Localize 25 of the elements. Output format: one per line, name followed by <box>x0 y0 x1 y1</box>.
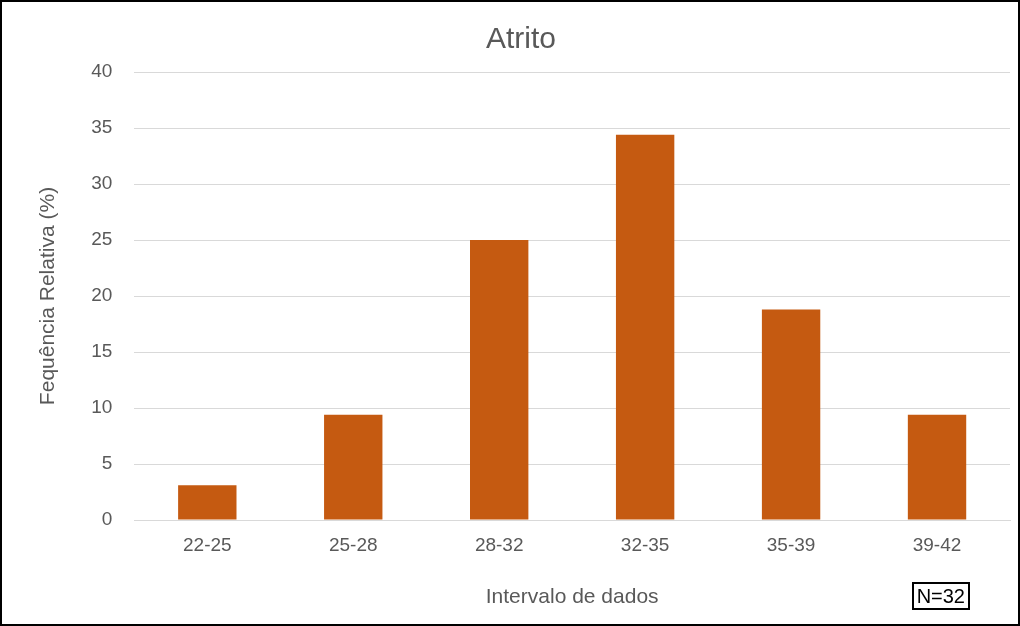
y-tick-label: 15 <box>91 340 113 362</box>
y-tick-label: 10 <box>91 396 113 418</box>
bar <box>615 134 675 520</box>
chart-title: Atrito <box>485 21 557 55</box>
bar <box>470 240 529 520</box>
y-tick-label: 35 <box>91 116 113 138</box>
text: N=32 <box>911 582 970 610</box>
y-axis-title: Fequência Relativa (%) <box>35 186 59 406</box>
y-tick-label: 25 <box>91 228 113 250</box>
x-tick-label: 22-25 <box>183 533 232 555</box>
y-tick-label: 5 <box>101 452 113 474</box>
x-tick-label: 35-39 <box>766 533 816 555</box>
x-tick-label: 28-32 <box>474 533 524 555</box>
y-tick-label: 30 <box>91 172 113 194</box>
bar <box>761 309 821 520</box>
bar <box>907 414 967 520</box>
bar <box>324 414 383 520</box>
x-tick-label: 39-42 <box>912 533 962 555</box>
y-tick-label: 40 <box>91 60 113 82</box>
y-tick-label: 0 <box>101 508 113 530</box>
bar <box>178 485 237 520</box>
x-tick-label: 25-28 <box>328 533 378 555</box>
y-tick-label: 20 <box>91 284 113 306</box>
x-axis-title: Intervalo de dados <box>485 584 659 608</box>
x-tick-label: 32-35 <box>620 533 670 555</box>
